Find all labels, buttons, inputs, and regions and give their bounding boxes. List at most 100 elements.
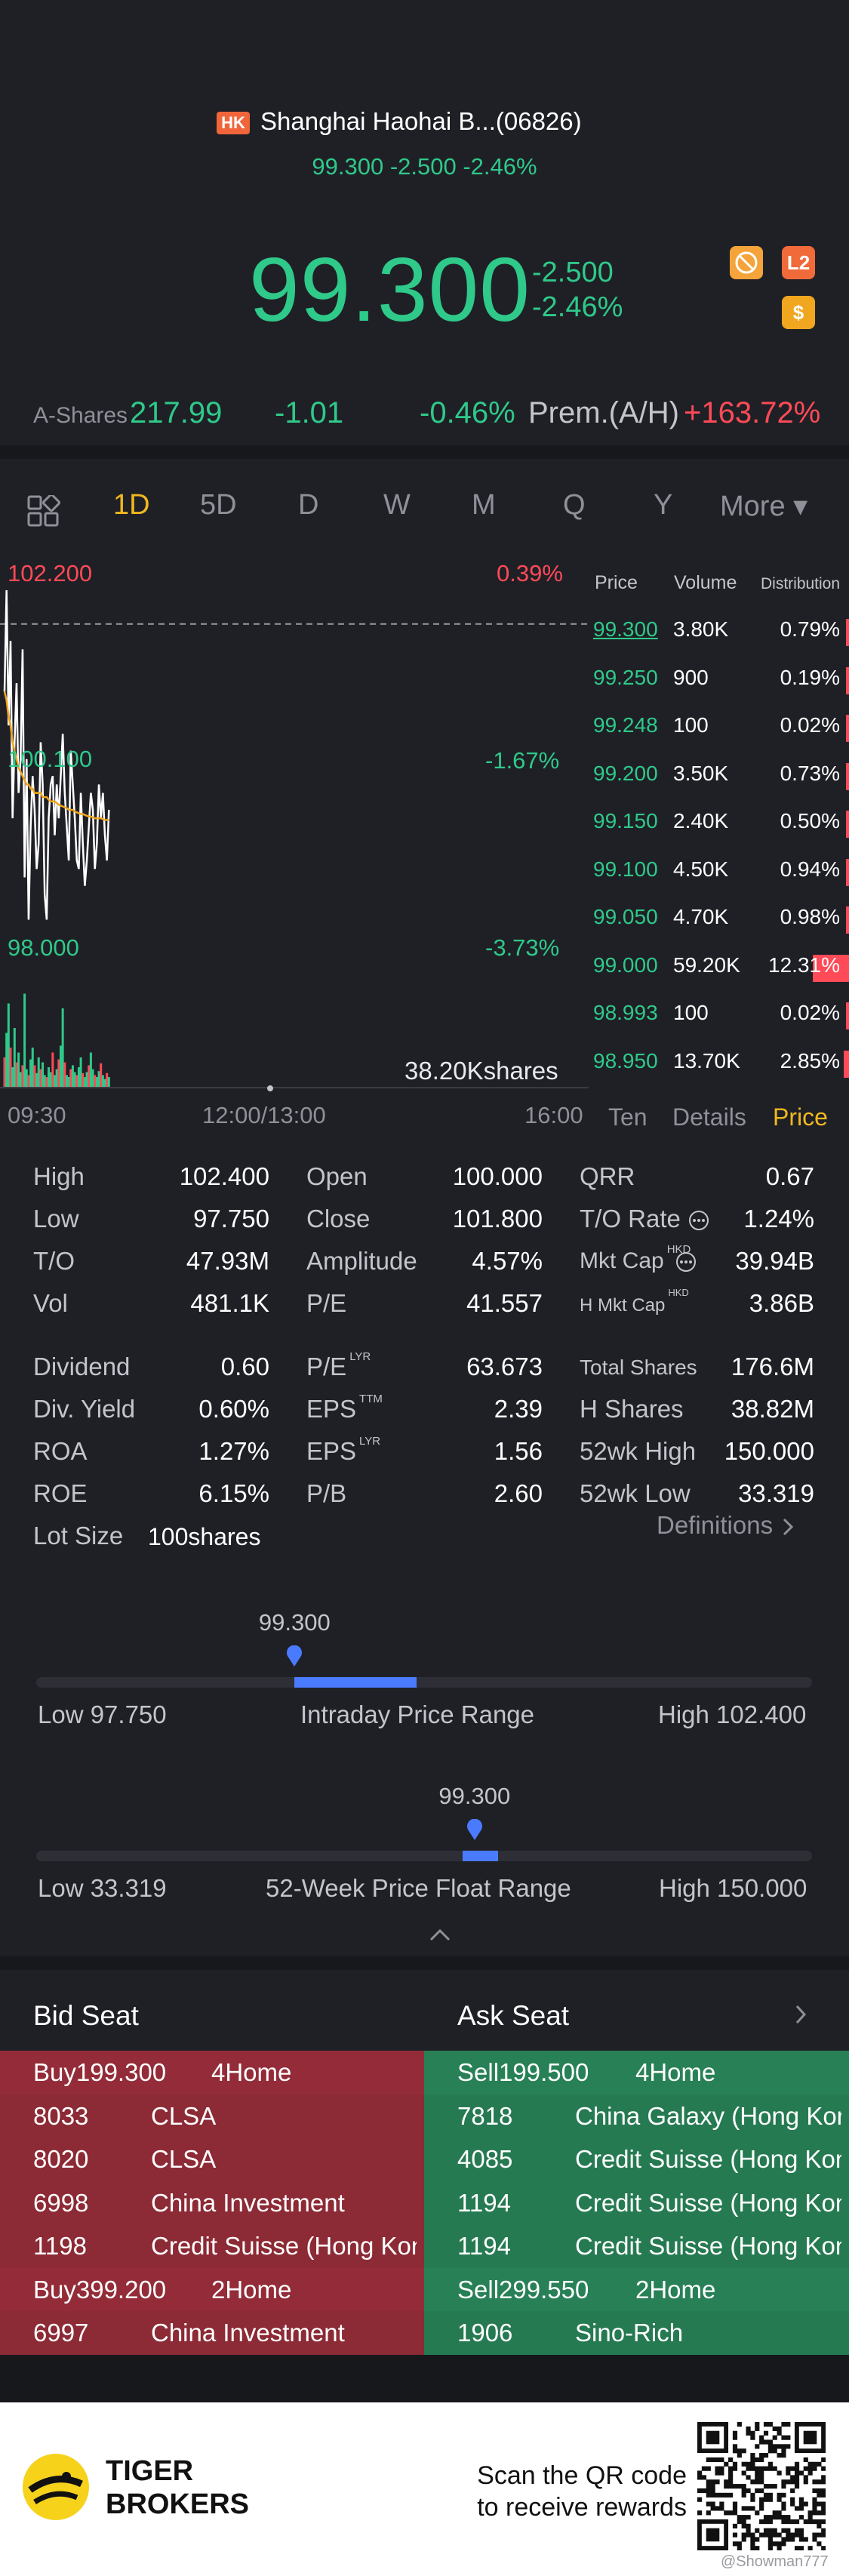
qr-module	[786, 2479, 791, 2485]
qr-module	[786, 2532, 791, 2538]
stat-open-label: Open	[306, 1162, 368, 1190]
no-short-icon[interactable]	[730, 246, 763, 279]
chevron-right-icon[interactable]	[792, 2002, 809, 2027]
qr-module	[781, 2501, 786, 2507]
tab-ten[interactable]: Ten	[608, 1103, 648, 1131]
ob-volume: 13.70K	[673, 1048, 740, 1073]
tab-period-4[interactable]: M	[472, 489, 496, 521]
qr-module	[794, 2532, 800, 2538]
tab-period-2[interactable]: D	[298, 489, 319, 521]
qr-module	[767, 2492, 773, 2498]
bid-broker-row[interactable]	[0, 2051, 424, 2094]
qr-module	[767, 2537, 773, 2542]
stat-hmktcap-unit: HKD	[668, 1287, 689, 1298]
qr-module	[763, 2453, 769, 2458]
qr-module	[715, 2470, 720, 2476]
ob-row[interactable]: 98.993 100 0.02%	[593, 1001, 849, 1048]
ask-broker-row[interactable]	[424, 2051, 849, 2094]
qr-module	[777, 2444, 782, 2449]
dollar-icon[interactable]: $	[782, 296, 815, 329]
bid-broker-row[interactable]	[0, 2094, 424, 2138]
week52-range-fill	[463, 1851, 498, 1861]
ob-price: 99.150	[593, 809, 658, 833]
stat-qrr-label: QRR	[580, 1162, 635, 1190]
ask-broker-row[interactable]	[424, 2137, 849, 2181]
ask-broker-name: 4Home	[635, 2058, 716, 2086]
ob-row[interactable]: 98.950 13.70K 2.85%	[593, 1049, 849, 1097]
tab-details[interactable]: Details	[672, 1103, 746, 1131]
qr-module	[767, 2546, 773, 2550]
bid-broker-row[interactable]	[0, 2137, 424, 2181]
stat-epslyr-label: EPS LYR	[306, 1435, 380, 1466]
qr-module	[812, 2501, 817, 2507]
tab-period-1[interactable]: 5D	[200, 489, 237, 521]
tab-period-7[interactable]: More ▾	[720, 491, 808, 522]
qr-module	[803, 2537, 808, 2542]
qr-module	[755, 2528, 760, 2533]
tab-period-5[interactable]: Q	[563, 489, 586, 521]
tab-period-6[interactable]: Y	[654, 489, 673, 521]
qr-module	[777, 2510, 782, 2516]
qr-module	[812, 2497, 817, 2502]
ask-broker-row[interactable]	[424, 2094, 849, 2138]
ask-broker-row[interactable]	[424, 2311, 849, 2355]
ob-distribution: 0.02%	[780, 1001, 840, 1024]
layout-grid-icon[interactable]	[27, 495, 60, 528]
qr-module	[724, 2484, 729, 2489]
ask-broker-row[interactable]	[424, 2224, 849, 2268]
bid-broker-row[interactable]	[0, 2224, 424, 2268]
qr-module	[750, 2466, 755, 2471]
info-icon[interactable]	[675, 1251, 697, 1273]
qr-module	[719, 2506, 724, 2511]
tab-period-3[interactable]: W	[383, 489, 411, 521]
ob-row[interactable]: 99.250 900 0.19%	[593, 666, 849, 713]
ob-row[interactable]: 99.050 4.70K 0.98%	[593, 905, 849, 953]
ob-row[interactable]: 99.000 59.20K 12.31%	[593, 953, 849, 1001]
volume-bar	[19, 1072, 22, 1087]
qr-module	[781, 2444, 786, 2449]
level2-icon[interactable]: L2	[782, 246, 815, 279]
qr-module	[750, 2532, 755, 2538]
ob-row[interactable]: 99.300 3.80K 0.79%	[593, 617, 849, 665]
stat-roe-label: ROE	[33, 1479, 88, 1507]
qr-module	[746, 2515, 751, 2520]
qr-module	[777, 2546, 782, 2550]
qr-module	[781, 2484, 786, 2489]
qr-module	[737, 2422, 742, 2427]
stat-dividend-value: 0.60	[220, 1353, 269, 1380]
bid-broker-row[interactable]	[0, 2181, 424, 2225]
qr-module	[817, 2461, 822, 2467]
chevron-up-icon[interactable]	[427, 1926, 453, 1943]
qr-module	[812, 2466, 817, 2471]
bid-broker-row[interactable]	[0, 2267, 424, 2312]
ob-row[interactable]: 99.248 100 0.02%	[593, 713, 849, 761]
tab-price[interactable]: Price	[773, 1103, 828, 1131]
ob-row[interactable]: 99.200 3.50K 0.73%	[593, 762, 849, 809]
qr-code-icon[interactable]	[697, 2422, 826, 2550]
ob-row[interactable]: 99.150 2.40K 0.50%	[593, 809, 849, 857]
stock-name[interactable]: Shanghai Haohai B...(06826)	[260, 107, 582, 135]
volume-bar	[9, 1048, 12, 1087]
qr-module	[715, 2466, 720, 2471]
avg-price-line	[3, 691, 109, 821]
qr-module	[701, 2466, 707, 2471]
week52-range-current: 99.300	[438, 1783, 511, 1809]
qr-module	[732, 2532, 738, 2538]
qr-module	[737, 2453, 742, 2458]
qr-module	[817, 2510, 822, 2516]
ask-broker-row[interactable]	[424, 2181, 849, 2225]
tab-period-0[interactable]: 1D	[113, 489, 150, 521]
bid-broker-row[interactable]	[0, 2311, 424, 2355]
definitions-link[interactable]: Definitions	[657, 1511, 796, 1540]
ob-row[interactable]: 99.100 4.50K 0.94%	[593, 857, 849, 905]
volume-bar	[17, 1052, 20, 1087]
qr-module	[759, 2439, 764, 2445]
qr-module	[798, 2497, 804, 2502]
info-icon[interactable]	[688, 1209, 710, 1232]
qr-module	[812, 2461, 817, 2467]
ask-broker-row[interactable]	[424, 2267, 849, 2312]
market-badge: HK	[217, 112, 250, 134]
stat-hmktcap-value: 3.86B	[749, 1289, 814, 1317]
ask-broker-name: Sino-Rich	[575, 2319, 684, 2347]
intraday-chart[interactable]	[0, 551, 589, 1094]
